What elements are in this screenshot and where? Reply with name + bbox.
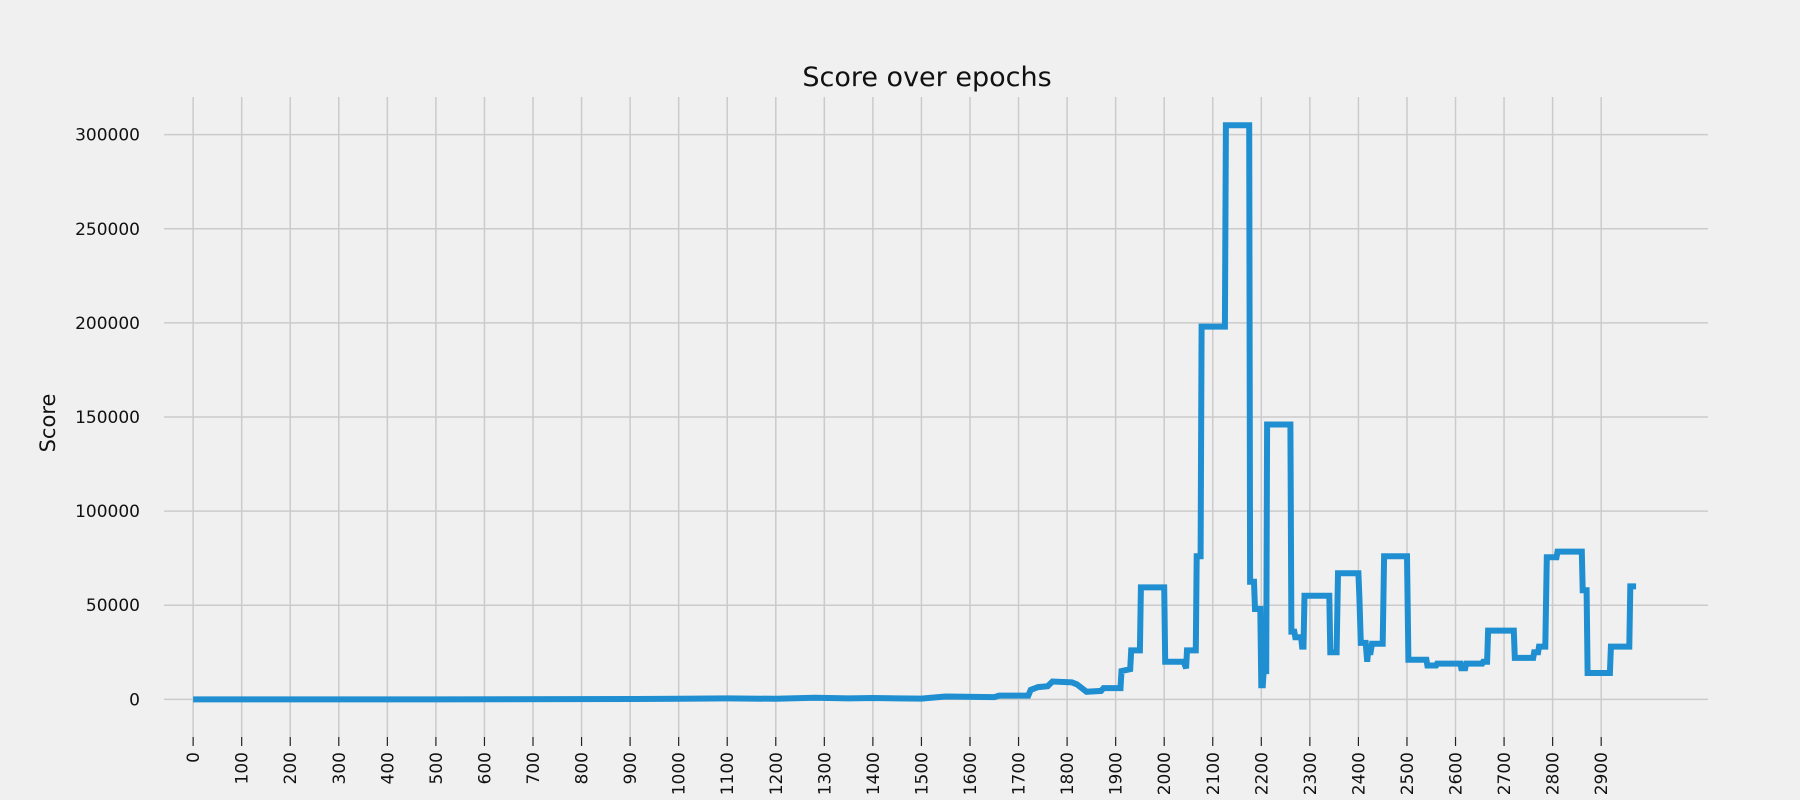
y-tick-label: 50000 [86, 596, 140, 616]
chart-title: Score over epochs [802, 62, 1051, 93]
y-tick-label: 200000 [75, 314, 140, 334]
x-tick-label: 1300 [815, 752, 835, 795]
x-tick-label: 2900 [1592, 752, 1612, 795]
grid [164, 97, 1708, 737]
x-tick-label: 2500 [1398, 752, 1418, 795]
x-tick-label: 2200 [1252, 752, 1272, 795]
x-tick-label: 100 [233, 752, 253, 784]
x-tick-label: 400 [378, 752, 398, 784]
axes: 0 50000 100000 150000 200000 250000 300000 0 100… [75, 126, 1612, 796]
y-axis-label: Score [36, 394, 60, 453]
x-tick-label: 200 [281, 752, 301, 784]
y-tick-label: 300000 [75, 126, 140, 146]
x-tick-label: 1800 [1058, 752, 1078, 795]
x-tick-label: 1400 [864, 752, 884, 795]
x-tick-label: 1900 [1107, 752, 1127, 795]
x-tick-label: 2600 [1447, 752, 1467, 795]
x-tick-label: 900 [621, 752, 641, 784]
x-tick-label: 1600 [961, 752, 981, 795]
score-series-line [193, 122, 1637, 703]
x-tick-label: 2800 [1544, 752, 1564, 795]
x-tick-label: 1200 [767, 752, 787, 795]
x-tick-label: 700 [524, 752, 544, 784]
x-tick-label: 300 [330, 752, 350, 784]
y-tick-label: 150000 [75, 408, 140, 428]
x-tick-label: 600 [475, 752, 495, 784]
y-tick-label: 100000 [75, 502, 140, 522]
x-tick-label: 1700 [1010, 752, 1030, 795]
x-tick-label: 2000 [1155, 752, 1175, 795]
y-tick-label: 250000 [75, 220, 140, 240]
x-tick-label: 2300 [1301, 752, 1321, 795]
x-tick-label: 2400 [1349, 752, 1369, 795]
x-tick-label: 1100 [718, 752, 738, 795]
x-tick-label: 2100 [1204, 752, 1224, 795]
x-tick-label: 800 [573, 752, 593, 784]
x-tick-label: 2700 [1495, 752, 1515, 795]
x-tick-label: 1500 [912, 752, 932, 795]
y-tick-label: 0 [129, 690, 140, 710]
x-tick-label: 1000 [670, 752, 690, 795]
x-tick-label: 0 [184, 752, 204, 763]
series-layer [193, 122, 1637, 703]
x-tick-label: 500 [427, 752, 447, 784]
